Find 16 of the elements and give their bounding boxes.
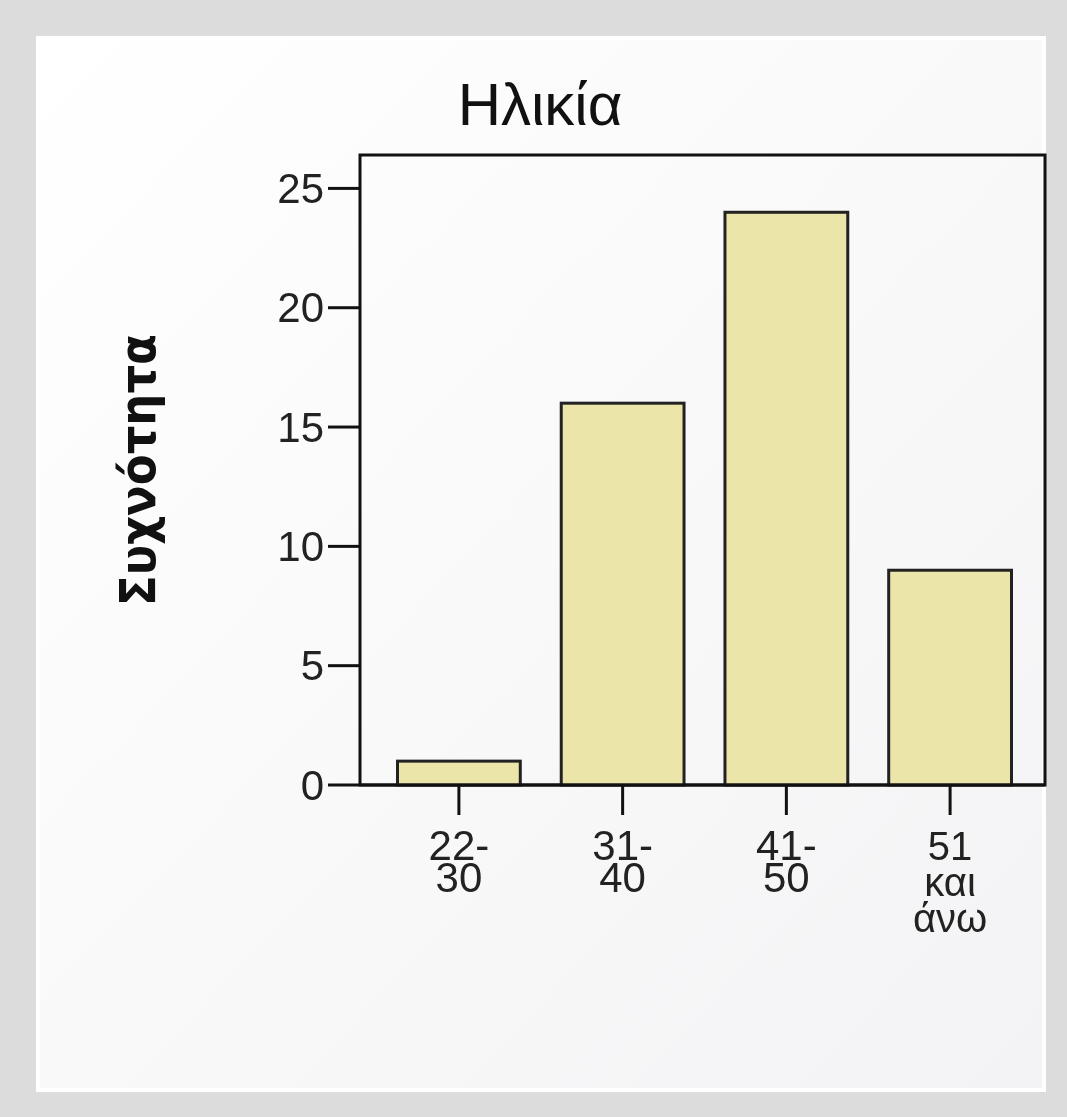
bar [723,210,850,787]
bar [396,759,522,787]
x-tick-label: 22-30 [428,822,490,901]
bar [887,568,1013,787]
x-tick-label: 51 και άνω [912,824,988,940]
y-tick-label: 10 [277,523,324,571]
bar [559,401,686,787]
y-tick-label: 0 [300,761,324,809]
y-tick-label: 5 [300,642,324,690]
x-tick-label: 31-40 [592,822,653,901]
chart-title: Ηλικία [457,71,623,138]
y-tick-label: 15 [277,403,324,451]
y-axis-title: Συχνότητα [109,333,167,607]
y-tick-label: 25 [277,165,324,213]
y-tick-label: 20 [277,284,324,332]
x-tick-label: 41-50 [756,822,817,901]
